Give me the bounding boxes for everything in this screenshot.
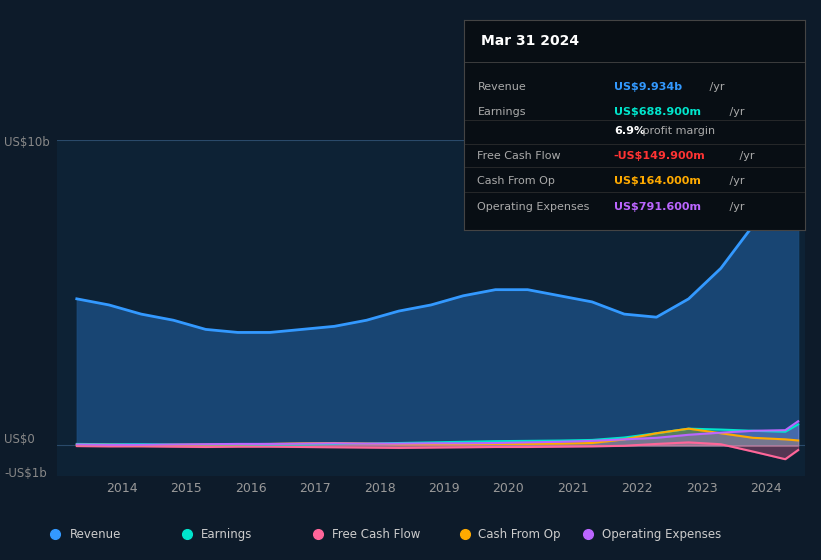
Text: /yr: /yr [706, 82, 724, 92]
Text: Cash From Op: Cash From Op [478, 176, 555, 186]
Text: Cash From Op: Cash From Op [479, 528, 561, 541]
Text: /yr: /yr [727, 176, 745, 186]
Text: Earnings: Earnings [478, 107, 526, 117]
Text: /yr: /yr [736, 151, 755, 161]
Text: US$0: US$0 [4, 433, 34, 446]
Text: US$688.900m: US$688.900m [614, 107, 701, 117]
Text: Revenue: Revenue [478, 82, 526, 92]
Text: Earnings: Earnings [200, 528, 252, 541]
Text: US$164.000m: US$164.000m [614, 176, 700, 186]
Text: -US$149.900m: -US$149.900m [614, 151, 705, 161]
Text: Operating Expenses: Operating Expenses [478, 202, 589, 212]
Text: US$791.600m: US$791.600m [614, 202, 701, 212]
Text: Free Cash Flow: Free Cash Flow [332, 528, 420, 541]
Text: /yr: /yr [727, 107, 745, 117]
Text: 6.9%: 6.9% [614, 126, 645, 136]
Text: Operating Expenses: Operating Expenses [602, 528, 721, 541]
Text: US$9.934b: US$9.934b [614, 82, 682, 92]
Text: Mar 31 2024: Mar 31 2024 [481, 34, 579, 48]
Text: Revenue: Revenue [70, 528, 121, 541]
Text: /yr: /yr [727, 202, 745, 212]
Text: US$10b: US$10b [4, 136, 50, 150]
Text: -US$1b: -US$1b [4, 466, 47, 480]
Text: profit margin: profit margin [640, 126, 715, 136]
Text: Free Cash Flow: Free Cash Flow [478, 151, 561, 161]
